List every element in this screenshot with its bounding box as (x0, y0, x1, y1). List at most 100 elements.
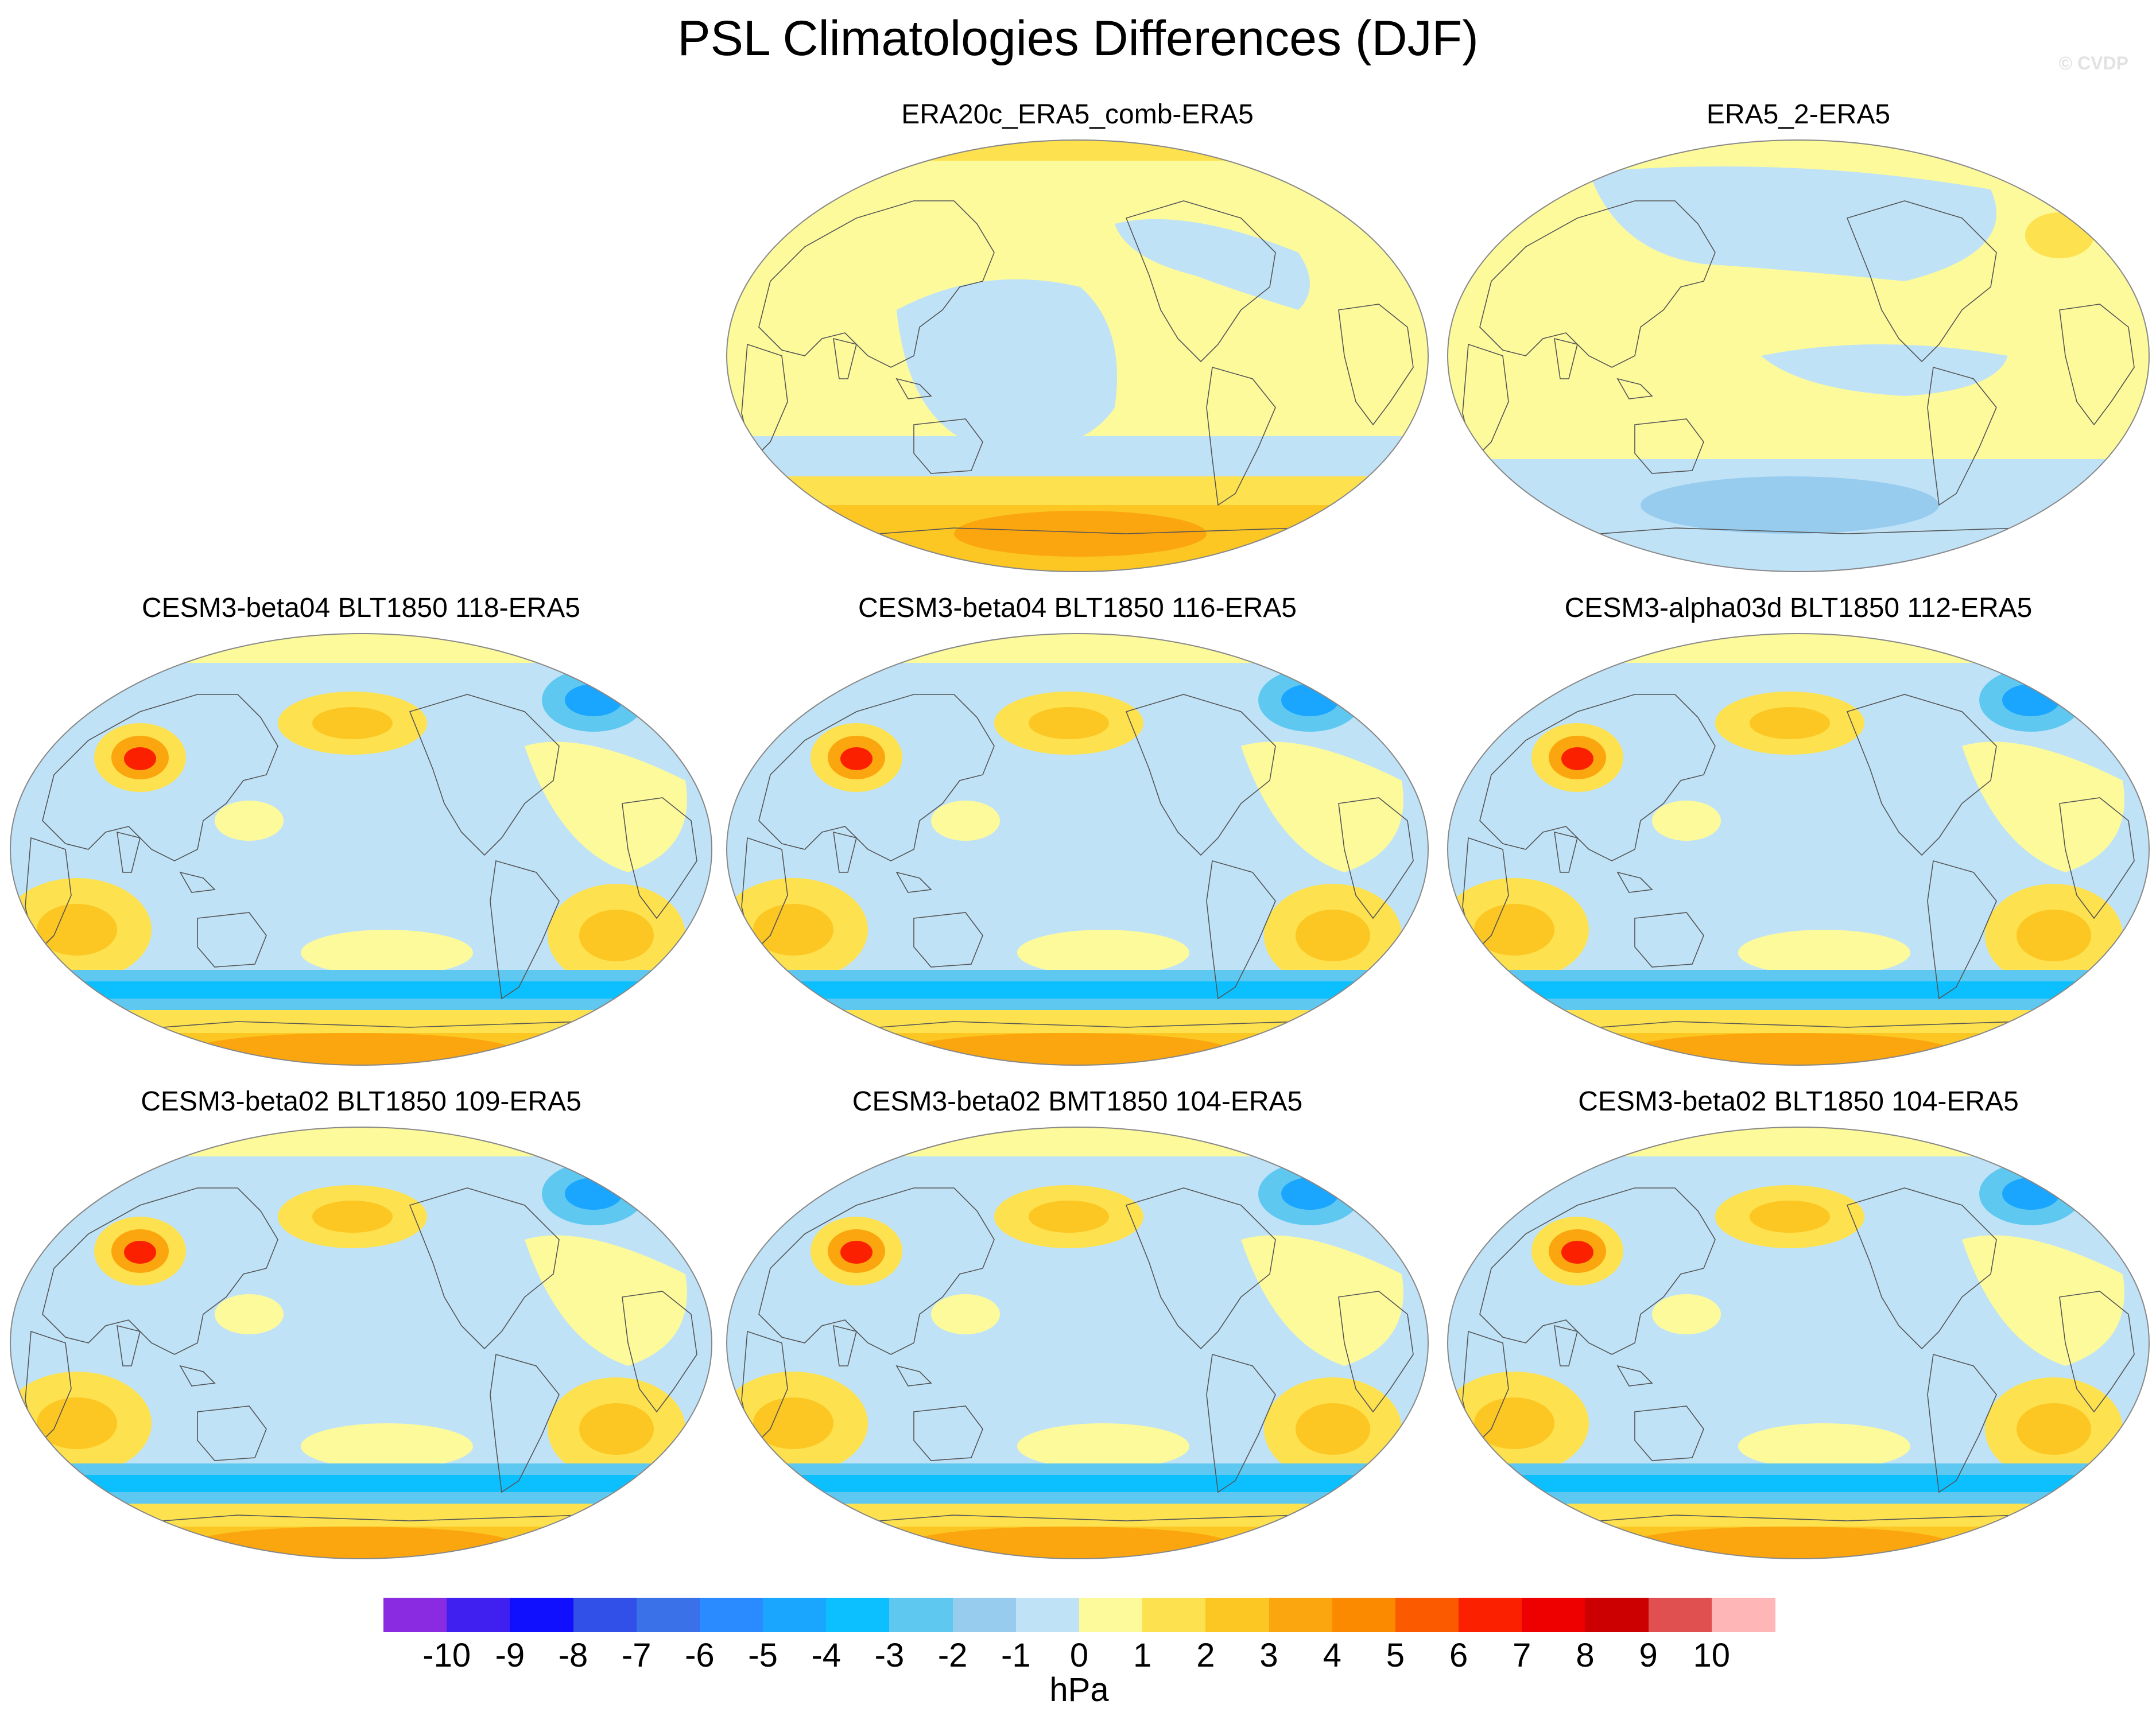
coastline (1634, 418, 1704, 474)
coastline (1846, 200, 1997, 363)
coastline (913, 1405, 983, 1461)
coastline (25, 837, 72, 954)
coastline (179, 1365, 216, 1387)
colorbar-tick-label: 2 (1196, 1637, 1215, 1674)
panel-title: CESM3-beta02 BLT1850 104-ERA5 (1578, 1086, 2019, 1117)
colorbar-tick-label: 3 (1259, 1637, 1278, 1674)
colorbar-swatch (1205, 1598, 1270, 1632)
positive-anomaly-band (727, 140, 1428, 161)
coastline (117, 831, 141, 873)
positive-anomaly-core (1629, 1033, 1951, 1065)
panel-title: CESM3-beta02 BLT1850 109-ERA5 (141, 1086, 581, 1117)
coastline (1479, 694, 1716, 861)
positive-anomaly-peak (840, 1241, 873, 1264)
coastlines (25, 1187, 697, 1559)
colorbar-swatch (1142, 1598, 1206, 1632)
positive-anomaly-band (727, 634, 1428, 663)
coastline (758, 1187, 995, 1355)
colorbar-tick-label: -8 (558, 1637, 588, 1674)
coastline (758, 200, 995, 368)
positive-anomaly-core (2017, 910, 2091, 961)
positive-anomaly-core (1474, 904, 1554, 956)
positive-anomaly-region (1652, 1294, 1721, 1334)
panel-title: CESM3-beta04 BLT1850 116-ERA5 (858, 593, 1297, 623)
colorbar-tick-label: 9 (1639, 1637, 1658, 1674)
coastline (741, 343, 788, 460)
positive-anomaly-core (1029, 707, 1109, 739)
positive-anomaly-core (753, 904, 833, 956)
coastline (409, 1187, 560, 1350)
coastline (1634, 1405, 1704, 1461)
negative-anomaly-band (1448, 981, 2149, 999)
robinson-map (726, 633, 1429, 1066)
positive-anomaly-core (37, 1397, 117, 1449)
positive-anomaly-core (312, 707, 393, 739)
coastline (1554, 1325, 1578, 1366)
positive-anomaly-region (931, 801, 1000, 841)
colorbar-swatch (1522, 1598, 1586, 1632)
positive-anomaly-core (1750, 1201, 1830, 1233)
colorbar-swatch (1269, 1598, 1333, 1632)
positive-anomaly-peak (1561, 1241, 1593, 1264)
coastline (1479, 200, 1716, 368)
coastline (1554, 337, 1578, 379)
positive-anomaly-band (10, 634, 712, 663)
coastline (1554, 831, 1578, 873)
coastline (1206, 1353, 1276, 1493)
colorbar (383, 1598, 1775, 1632)
cvdp-credit: © CVDP (2058, 53, 2128, 73)
colorbar-swatch (1395, 1598, 1459, 1632)
negative-anomaly-band (727, 1475, 1428, 1492)
coastline (1927, 1353, 1997, 1493)
coastline (42, 1187, 278, 1355)
globe-outline (1447, 1127, 2150, 1559)
coastline (895, 378, 932, 399)
colorbar-tick-label: 7 (1513, 1637, 1531, 1674)
robinson-map (10, 1127, 712, 1559)
positive-anomaly-peak (1561, 747, 1593, 770)
globe-outline (726, 633, 1429, 1066)
globe-outline (10, 633, 712, 1066)
positive-anomaly-region (301, 930, 473, 976)
map-panel-era20c: ERA20c_ERA5_comb-ERA5 (724, 98, 1430, 574)
colorbar-tick-label: -1 (1001, 1637, 1031, 1674)
positive-anomaly-region (1017, 930, 1189, 976)
coastline (1125, 1187, 1276, 1350)
positive-anomaly-peak (124, 747, 156, 770)
positive-anomaly-band (10, 1127, 712, 1156)
map-panel-beta02-blt-109: CESM3-beta02 BLT1850 109-ERA5 (8, 1085, 714, 1561)
map-panel-beta02-blt-104: CESM3-beta02 BLT1850 104-ERA5 (1445, 1085, 2151, 1561)
negative-anomaly-region (1115, 219, 1310, 310)
colorbar-swatch (826, 1598, 890, 1632)
coastline (1206, 860, 1276, 1000)
coastline (42, 694, 278, 861)
negative-anomaly-region (897, 279, 1117, 450)
colorbar-tick-label: -6 (685, 1637, 715, 1674)
coastline (833, 337, 857, 379)
robinson-map (1447, 633, 2150, 1066)
colorbar-tick-label: -5 (748, 1637, 778, 1674)
negative-anomaly-band (1448, 1475, 2149, 1492)
coastline (409, 694, 560, 856)
positive-anomaly-region (1738, 930, 1910, 976)
map-panel-beta04-118: CESM3-beta04 BLT1850 118-ERA5 (8, 591, 714, 1067)
map-panel-alpha03d-112: CESM3-alpha03d BLT1850 112-ERA5 (1445, 591, 2151, 1067)
positive-anomaly-core (1296, 1403, 1370, 1455)
robinson-map (1447, 139, 2150, 572)
coastline (197, 1405, 267, 1461)
negative-anomaly-band (10, 981, 712, 999)
coastline (1846, 1187, 1997, 1350)
coastlines (741, 1187, 1414, 1559)
coastline (741, 837, 788, 954)
positive-anomaly-core (2017, 1403, 2091, 1455)
figure-title: PSL Climatologies Differences (DJF) (677, 11, 1479, 66)
positive-anomaly-core (192, 1527, 513, 1559)
positive-anomaly-region (931, 1294, 1000, 1334)
coastline (1462, 1330, 1509, 1447)
coastline (1206, 366, 1276, 506)
coastline (490, 860, 560, 1000)
negative-anomaly-region (1761, 344, 2008, 396)
robinson-map (726, 139, 1429, 572)
map-panel-era5-2: ERA5_2-ERA5 (1445, 98, 2151, 574)
positive-anomaly-core (1629, 1527, 1951, 1559)
